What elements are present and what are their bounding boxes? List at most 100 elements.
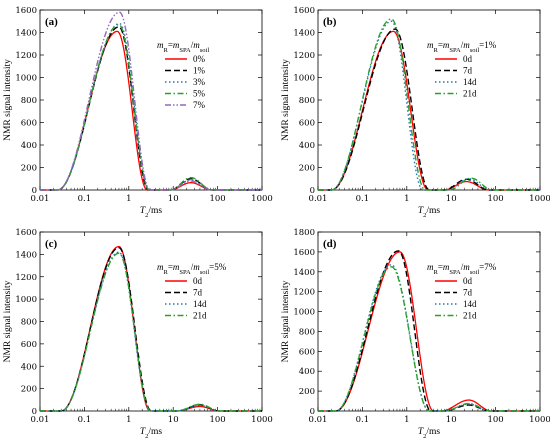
y-tick-label: 0 <box>310 407 315 417</box>
y-tick-label: 200 <box>299 387 315 397</box>
panel-label: (d) <box>323 238 337 250</box>
legend-label: 1% <box>193 66 206 76</box>
y-axis-title: NMR signal intensity <box>3 59 13 141</box>
legend-label: 7d <box>193 288 203 298</box>
series-line-7pct <box>40 11 262 191</box>
x-tick-label: 10 <box>168 194 179 204</box>
y-tick-label: 400 <box>21 362 37 372</box>
y-tick-label: 600 <box>299 119 315 129</box>
y-tick-label: 800 <box>299 327 315 337</box>
y-tick-label: 1800 <box>293 228 315 238</box>
legend-title: mR=mSPA/msoil=1% <box>427 40 497 54</box>
series-line-7d <box>318 28 540 191</box>
chart-panel-d: 0.01 0.1 1 10 100 1000 0 200 400 600 800 1000 1200 14… <box>281 228 550 440</box>
legend-label: 0d <box>193 276 203 286</box>
y-tick-label: 1600 <box>15 6 37 16</box>
legend-label: 0% <box>193 54 206 64</box>
legend-label: 14d <box>463 299 477 309</box>
x-tick-label: 10 <box>446 415 457 425</box>
legend-label: 7d <box>463 66 473 76</box>
x-tick-label: 100 <box>487 415 503 425</box>
y-tick-label: 1000 <box>293 74 315 84</box>
y-tick-label: 1600 <box>293 248 315 258</box>
y-tick-label: 600 <box>21 340 37 350</box>
chart-panel-b: 0.01 0.1 1 10 100 1000 0 200 400 600 800 1000 1200 14… <box>281 6 550 219</box>
y-tick-label: 1000 <box>15 295 37 305</box>
legend-label: 21d <box>463 89 477 99</box>
x-tick-label: 0.01 <box>31 415 50 425</box>
series-line-21d <box>318 18 540 191</box>
y-tick-label: 1000 <box>293 308 315 318</box>
y-tick-label: 800 <box>21 318 37 328</box>
y-tick-label: 1600 <box>293 6 315 16</box>
legend-label: 14d <box>463 77 477 87</box>
x-tick-label: 1 <box>404 415 409 425</box>
y-tick-label: 1200 <box>15 273 37 283</box>
legend-title: mR=mSPA/msoil <box>157 40 209 54</box>
series-line-21d <box>40 252 262 412</box>
y-tick-label: 600 <box>21 119 37 129</box>
y-tick-label: 400 <box>299 141 315 151</box>
legend-label: 21d <box>463 311 477 321</box>
plot-frame <box>39 231 263 412</box>
y-tick-label: 800 <box>299 96 315 106</box>
plot-frame <box>317 9 541 191</box>
y-tick-label: 200 <box>299 164 315 174</box>
series-line-5pct <box>40 23 262 191</box>
series-line-21d <box>318 266 540 412</box>
y-tick-label: 1400 <box>293 29 315 39</box>
y-tick-label: 1200 <box>15 51 37 61</box>
legend-title: mR=mSPA/msoil=5% <box>157 262 227 276</box>
y-tick-label: 200 <box>21 385 37 395</box>
x-axis-title: T2/ms <box>140 206 163 219</box>
legend-label: 7% <box>193 100 206 110</box>
legend-label: 0d <box>463 54 473 64</box>
chart-panel-c: 0.01 0.1 1 10 100 1000 0 200 400 600 800 1000 1200 14… <box>3 228 273 440</box>
legend-label: 3% <box>193 77 206 87</box>
x-tick-label: 0.01 <box>309 415 328 425</box>
y-tick-label: 1400 <box>15 250 37 260</box>
x-tick-label: 0.1 <box>356 415 370 425</box>
legend-label: 21d <box>193 311 207 321</box>
x-tick-label: 0.1 <box>356 194 370 204</box>
y-tick-label: 200 <box>21 164 37 174</box>
legend-label: 7d <box>463 288 473 298</box>
chart-panel-a: 0.01 0.1 1 10 100 1000 0 200 400 600 800 1000 1200 14… <box>3 6 273 219</box>
x-tick-label: 10 <box>446 194 457 204</box>
x-tick-label: 1 <box>126 194 131 204</box>
y-tick-label: 1200 <box>293 51 315 61</box>
x-tick-label: 100 <box>487 194 503 204</box>
x-tick-label: 1 <box>126 415 131 425</box>
y-tick-label: 400 <box>21 141 37 151</box>
x-tick-label: 0.1 <box>78 415 92 425</box>
y-tick-label: 1000 <box>15 74 37 84</box>
x-tick-label: 100 <box>209 194 225 204</box>
x-tick-label: 1000 <box>251 194 273 204</box>
series-line-0d <box>318 30 540 191</box>
x-tick-label: 10 <box>168 415 179 425</box>
series-line-0d <box>40 245 262 412</box>
series-line-7d <box>40 246 262 412</box>
x-tick-label: 1 <box>404 194 409 204</box>
y-tick-label: 1600 <box>15 228 37 238</box>
series-line-14d <box>40 251 262 412</box>
y-tick-label: 800 <box>21 96 37 106</box>
x-tick-label: 0.01 <box>309 194 328 204</box>
panel-label: (b) <box>323 16 337 28</box>
panel-label: (a) <box>45 16 58 28</box>
y-tick-label: 0 <box>32 186 37 196</box>
y-tick-label: 0 <box>310 186 315 196</box>
y-tick-label: 1200 <box>293 288 315 298</box>
x-axis-title: T2/ms <box>140 427 163 440</box>
legend-title: mR=mSPA/msoil=7% <box>427 262 497 276</box>
legend-label: 14d <box>193 299 207 309</box>
x-tick-label: 0.01 <box>31 194 50 204</box>
y-tick-label: 400 <box>299 367 315 377</box>
x-axis-title: T2/ms <box>418 427 441 440</box>
y-axis-title: NMR signal intensity <box>281 280 291 362</box>
